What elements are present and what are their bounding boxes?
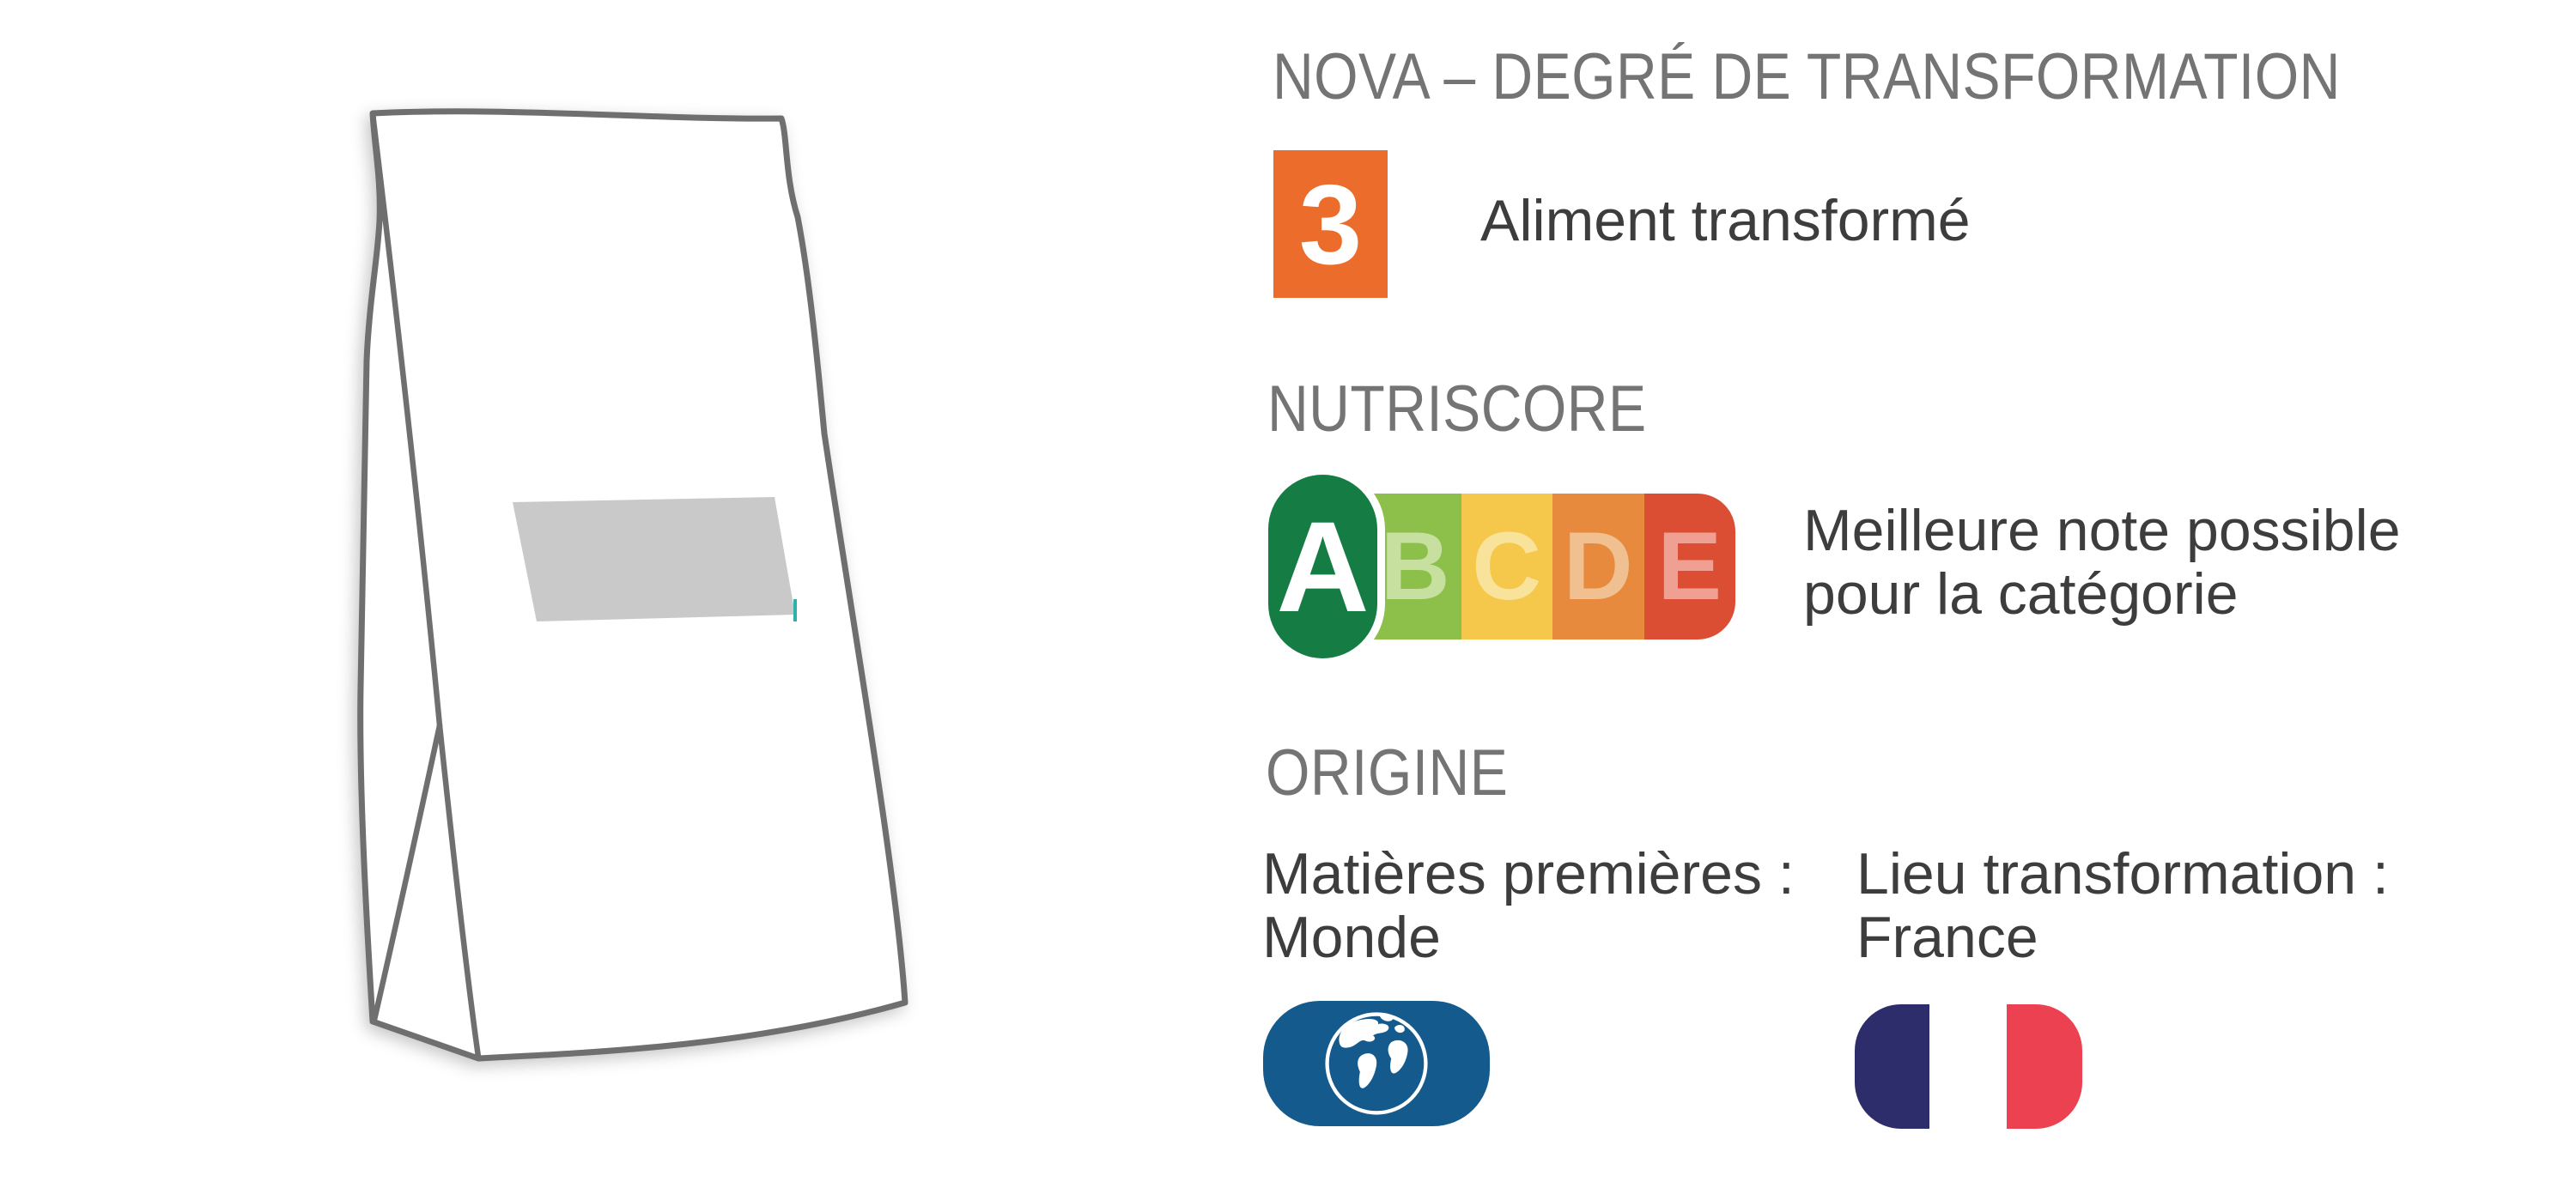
nova-grade-badge: 3 [1273, 150, 1388, 298]
package-label-tick [793, 599, 797, 621]
nutriscore-badge: B C D E A [1268, 475, 1737, 658]
nutriscore-letter-c: C [1472, 512, 1542, 620]
origine-raw-materials: Matières premières : Monde [1262, 842, 1795, 969]
france-flag-icon [1855, 1004, 2082, 1129]
nutriscore-scale-band: B C D E [1370, 494, 1735, 639]
nutriscore-selected-grade: A [1268, 475, 1377, 658]
nutriscore-letter-a: A [1276, 494, 1370, 639]
package-crease-front [369, 110, 443, 729]
nutriscore-segment-b: B [1370, 494, 1461, 639]
nova-heading: NOVA – DEGRÉ DE TRANSFORMATION [1273, 40, 2341, 113]
package-crease-gusset-left [371, 722, 443, 1023]
globe-icon [1325, 1012, 1428, 1115]
nutriscore-note-line2: pour la catégorie [1803, 561, 2239, 627]
world-icon [1263, 1001, 1490, 1126]
nutriscore-letter-d: D [1563, 512, 1633, 620]
nutriscore-segment-d: D [1552, 494, 1644, 639]
nutriscore-heading: NUTRISCORE [1267, 373, 1647, 446]
flag-blue-band [1855, 1004, 1929, 1129]
flag-red-band [2007, 1004, 2082, 1129]
nutriscore-note-line1: Meilleure note possible [1803, 498, 2401, 563]
nova-grade-value: 3 [1298, 161, 1363, 288]
package-illustration [357, 108, 908, 1062]
origine-processing-label: Lieu transformation : [1856, 841, 2389, 906]
package-crease-gusset-right [436, 722, 482, 1060]
nutriscore-letter-b: B [1380, 512, 1450, 620]
origine-raw-materials-label: Matières premières : [1262, 841, 1795, 906]
package-label [513, 497, 795, 621]
origine-raw-materials-value: Monde [1262, 905, 1441, 970]
nutriscore-note: Meilleure note possible pour la catégori… [1803, 499, 2401, 626]
nova-description: Aliment transformé [1480, 188, 1971, 253]
nutriscore-segment-c: C [1461, 494, 1552, 639]
origine-processing: Lieu transformation : France [1856, 842, 2389, 969]
origine-heading: ORIGINE [1266, 736, 1509, 809]
flag-white-band [1929, 1004, 2007, 1129]
nutriscore-segment-e: E [1643, 494, 1735, 639]
origine-processing-value: France [1856, 905, 2038, 970]
nutriscore-letter-e: E [1657, 512, 1722, 620]
